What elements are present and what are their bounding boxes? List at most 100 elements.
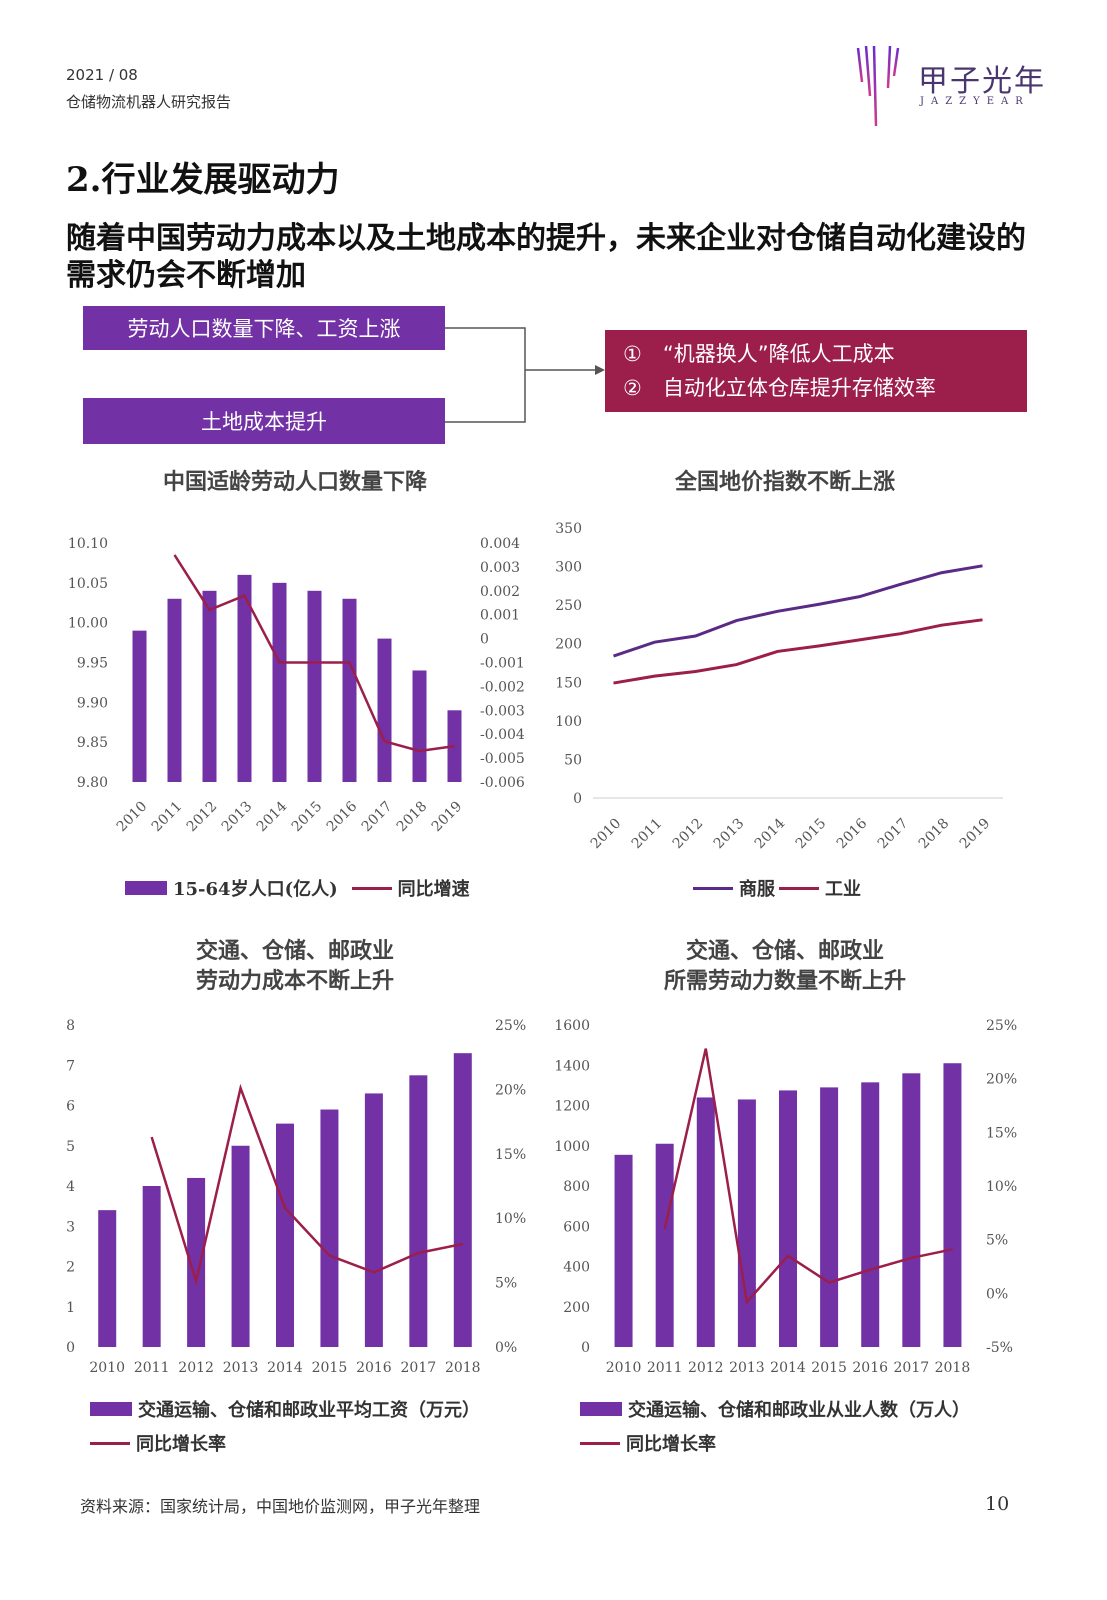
driver-box-land: 土地成本提升 <box>83 398 445 444</box>
report-title: 仓储物流机器人研究报告 <box>66 93 232 111</box>
logo-text-en: JAZZYEAR <box>920 96 1030 107</box>
chart4-x-tick: 2013 <box>729 1360 765 1376</box>
legend-bar-swatch <box>125 881 167 895</box>
chart1-left-tick: 9.85 <box>77 735 108 751</box>
chart2-x-tick: 2011 <box>629 816 666 852</box>
chart4-left-tick: 0 <box>581 1340 590 1356</box>
chart4-bar <box>820 1087 839 1347</box>
chart2-left-tick: 300 <box>555 560 582 576</box>
chart3-wages: 8 7 6 5 4 3 2 1 0 25% 20% 15% 10% 5% 0% 2010 2011 2012 201… <box>66 1018 526 1376</box>
legend-line-swatch <box>90 1441 130 1445</box>
chart3-legend-line: 同比增长率 <box>90 1430 226 1456</box>
chart4-bar <box>696 1097 715 1347</box>
chart1-x-tick: 2014 <box>254 798 291 835</box>
chart4-title-line2: 所需劳动力数量不断上升 <box>663 968 906 994</box>
chart3-legend-bar: 交通运输、仓储和邮政业平均工资（万元） <box>90 1396 480 1422</box>
chart4-bar <box>902 1073 921 1347</box>
legend-label: 工业 <box>825 879 861 900</box>
chart4-title-line1: 交通、仓储、邮政业 <box>685 938 884 964</box>
chart2-left-tick: 100 <box>555 714 582 730</box>
chart1-right-tick: -0.002 <box>480 679 525 695</box>
chart1-left-tick: 10.10 <box>68 536 108 552</box>
chart2-x-tick: 2017 <box>875 816 912 852</box>
result-item-1: ① “机器换人”降低人工成本 <box>623 342 895 366</box>
chart4-x-tick: 2015 <box>811 1360 847 1376</box>
chart1-left-tick: 9.90 <box>77 695 108 711</box>
chart1-bar <box>342 598 357 782</box>
chart1-left-tick: 10.00 <box>68 616 108 632</box>
chart3-bar <box>364 1093 383 1347</box>
chart4-x-tick: 2016 <box>852 1360 888 1376</box>
chart3-x-tick: 2018 <box>445 1360 481 1376</box>
chart2-x-tick: 2014 <box>752 815 789 852</box>
chart4-bar <box>861 1082 880 1347</box>
legend-label: 交通运输、仓储和邮政业从业人数（万人） <box>628 1400 970 1421</box>
chart3-right-tick: 25% <box>495 1018 526 1034</box>
legend-bar-swatch <box>90 1402 132 1416</box>
source-note: 资料来源：国家统计局，中国地价监测网，甲子光年整理 <box>80 1497 481 1516</box>
chart1-x-tick: 2010 <box>114 799 151 836</box>
chart4-left-tick: 400 <box>563 1260 590 1276</box>
chart3-left-tick: 7 <box>66 1058 75 1074</box>
chart1-right-tick: 0.001 <box>480 608 520 624</box>
legend-label: 15-64岁人口(亿人) <box>173 879 338 900</box>
chart4-bar <box>655 1143 674 1347</box>
chart4-title: 交通、仓储、邮政业 所需劳动力数量不断上升 <box>570 936 1000 996</box>
chart1-bar <box>132 630 147 782</box>
chart1-bar <box>272 582 287 782</box>
chart4-left-tick: 1400 <box>554 1058 590 1074</box>
chart4-left-tick: 600 <box>563 1219 590 1235</box>
chart1-x-tick: 2012 <box>184 799 221 836</box>
result-box: ① “机器换人”降低人工成本 ② 自动化立体仓库提升存储效率 <box>605 330 1027 412</box>
chart4-right-tick: 20% <box>986 1072 1017 1088</box>
chart1-workforce: 10.10 10.05 10.00 9.95 9.90 9.85 9.80 0.004 0.00… <box>68 536 525 836</box>
chart3-x-tick: 2012 <box>178 1360 214 1376</box>
chart3-right-tick: 15% <box>495 1147 526 1163</box>
legend-label: 商服 <box>739 879 775 900</box>
chart3-x-tick: 2014 <box>267 1360 303 1376</box>
chart1-bar <box>377 638 392 782</box>
chart1-x-tick: 2016 <box>324 798 361 835</box>
chart3-left-tick: 2 <box>66 1260 75 1276</box>
chart4-left-tick: 800 <box>563 1179 590 1195</box>
chart1-left-tick: 9.80 <box>77 775 108 791</box>
chart3-x-tick: 2016 <box>356 1360 392 1376</box>
chart3-bar <box>320 1109 339 1347</box>
chart3-left-tick: 8 <box>66 1018 75 1034</box>
chart2-legend: 商服 工业 <box>693 875 861 901</box>
chart3-x-tick: 2010 <box>89 1360 125 1376</box>
chart3-title-line2: 劳动力成本不断上升 <box>195 968 394 994</box>
chart3-x-tick: 2015 <box>312 1360 348 1376</box>
chart4-right-tick: 10% <box>986 1179 1017 1195</box>
chart2-x-tick: 2018 <box>916 816 953 852</box>
chart2-left-tick: 200 <box>555 637 582 653</box>
chart1-x-tick: 2019 <box>429 799 466 836</box>
driver-box-labor: 劳动人口数量下降、工资上涨 <box>83 306 445 350</box>
chart1-right-tick: -0.005 <box>480 751 525 767</box>
chart4-x-tick: 2011 <box>647 1360 683 1376</box>
chart4-left-tick: 1000 <box>554 1139 590 1155</box>
chart3-x-tick: 2011 <box>134 1360 170 1376</box>
chart2-x-tick: 2019 <box>957 816 994 852</box>
chart4-left-tick: 1200 <box>554 1099 590 1115</box>
chart3-left-tick: 1 <box>66 1300 75 1316</box>
driver-connector <box>445 327 605 423</box>
chart1-right-tick: -0.006 <box>480 775 525 791</box>
chart4-employment: 1600 1400 1200 1000 800 600 400 200 0 25% 20% 15% 10… <box>554 1018 1017 1376</box>
chart4-right-tick: -5% <box>986 1340 1013 1356</box>
headline: 随着中国劳动力成本以及土地成本的提升，未来企业对仓储自动化建设的需求仍会不断增加 <box>66 221 1026 293</box>
chart2-x-tick: 2010 <box>588 816 625 852</box>
legend-line-swatch <box>351 886 392 890</box>
chart4-right-tick: 5% <box>986 1233 1008 1249</box>
chart4-left-tick: 200 <box>563 1300 590 1316</box>
chart1-left-tick: 10.05 <box>68 576 108 592</box>
legend-line-swatch <box>779 886 819 890</box>
chart4-x-tick: 2018 <box>935 1360 971 1376</box>
chart4-left-tick: 1600 <box>554 1018 590 1034</box>
logo-bars-icon <box>856 45 900 127</box>
chart2-left-tick: 0 <box>573 791 582 807</box>
chart4-legend-line: 同比增长率 <box>580 1430 716 1456</box>
chart4-x-tick: 2010 <box>606 1360 642 1376</box>
chart2-x-tick: 2012 <box>670 816 707 852</box>
